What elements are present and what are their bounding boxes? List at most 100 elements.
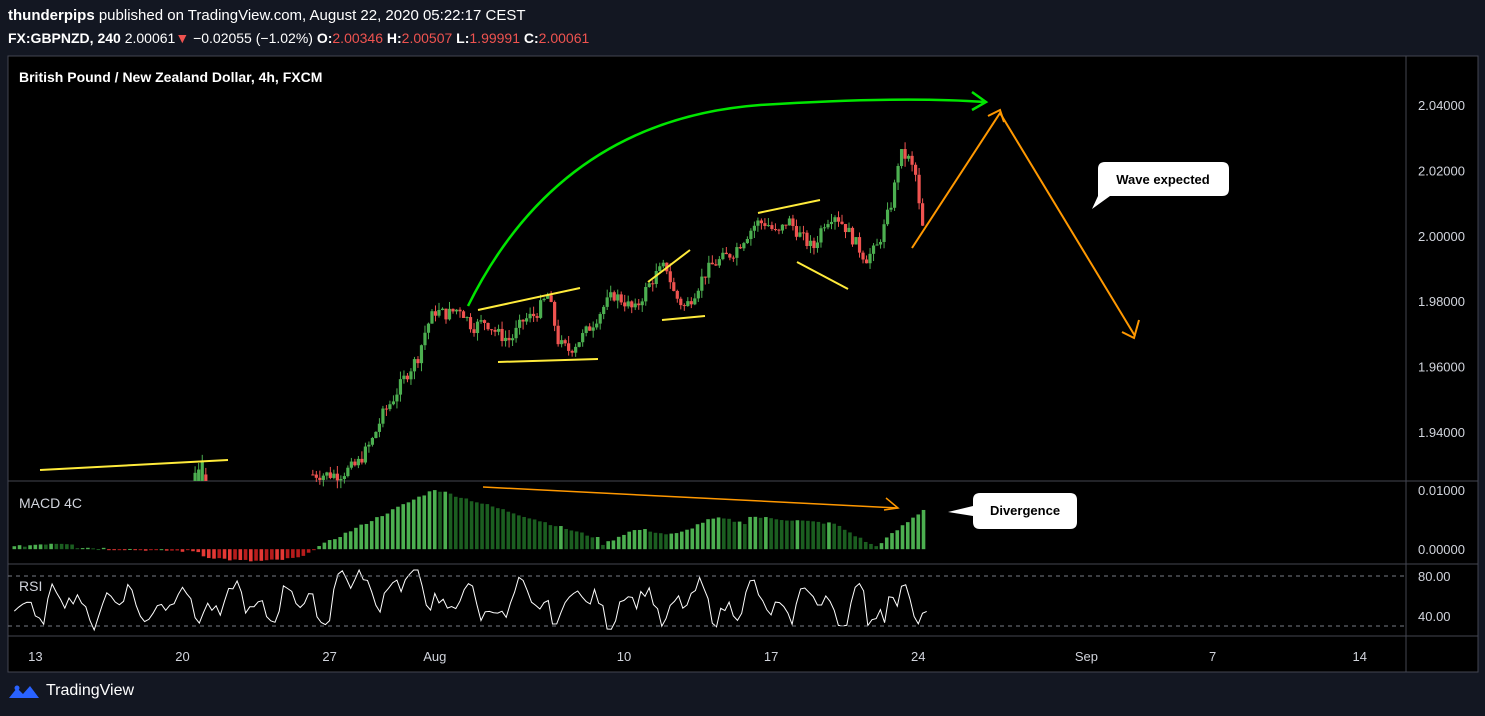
candle-body: [847, 227, 851, 233]
candle-body: [913, 164, 918, 175]
close-label: C:: [523, 30, 539, 46]
candle-body: [668, 271, 672, 283]
candle-body: [672, 282, 676, 291]
macd-bar: [506, 511, 511, 550]
macd-bar: [91, 548, 95, 550]
price-tick-label: 1.96000: [1418, 360, 1465, 375]
candle-body: [689, 301, 693, 305]
candle-body: [756, 220, 760, 226]
macd-bar: [890, 533, 894, 550]
candle-body: [602, 306, 606, 315]
candle-body: [801, 232, 806, 234]
macd-bar: [606, 541, 610, 550]
candle-body: [921, 203, 925, 226]
candle-body: [584, 326, 588, 334]
macd-bar: [916, 514, 921, 550]
price-tick-label: 1.98000: [1418, 294, 1465, 309]
candle-body: [514, 327, 518, 339]
macd-bar: [522, 516, 526, 550]
candle-body: [826, 224, 830, 228]
footer-brand[interactable]: TradingView: [8, 682, 134, 700]
macd-bar: [590, 537, 595, 550]
candle-body: [619, 294, 623, 303]
macd-bar: [580, 532, 584, 550]
macd-bar: [159, 549, 164, 551]
candle-body: [542, 298, 546, 301]
macd-bar: [143, 549, 148, 551]
candle-body: [903, 149, 907, 159]
candle-body: [465, 317, 469, 319]
macd-bar: [900, 525, 905, 550]
macd-bar: [753, 516, 758, 550]
macd-bar: [848, 532, 852, 550]
candle-body: [661, 262, 665, 267]
macd-bar: [532, 519, 537, 550]
macd-bar: [716, 517, 721, 550]
macd-bar: [564, 529, 568, 550]
candle-body: [878, 241, 883, 245]
candle-body: [458, 309, 462, 312]
macd-bar: [280, 549, 285, 560]
candle-body: [721, 252, 725, 260]
candle-body: [773, 228, 778, 230]
macd-bar: [637, 529, 642, 550]
macd-bar: [369, 521, 374, 550]
macd-bar: [695, 524, 700, 550]
macd-bar: [201, 549, 206, 557]
macd-bar: [574, 531, 579, 550]
candle-body: [829, 221, 834, 225]
macd-bar: [364, 523, 369, 550]
high-value: 2.00507: [401, 30, 453, 46]
macd-bar: [33, 544, 38, 550]
candle-body: [581, 333, 585, 343]
macd-bar: [758, 517, 763, 550]
candle-body: [328, 472, 332, 478]
macd-bar: [80, 548, 85, 550]
candle-body: [906, 155, 911, 159]
macd-bar: [44, 544, 48, 550]
time-tick-label: 24: [911, 649, 925, 664]
candle-body: [745, 239, 749, 244]
macd-bar: [884, 537, 889, 550]
author-name[interactable]: thunderpips: [8, 7, 95, 24]
macd-bar: [616, 536, 621, 550]
candle-body: [447, 308, 452, 320]
macd-bar: [527, 518, 532, 550]
candle-body: [591, 327, 595, 331]
macd-bar: [49, 543, 53, 550]
macd-bar: [333, 539, 337, 550]
macd-bar: [206, 549, 211, 559]
candle-body: [840, 221, 844, 224]
candle-body: [539, 300, 543, 318]
candle-body: [857, 237, 862, 253]
candle-body: [423, 332, 427, 346]
candle-body: [626, 301, 630, 307]
macd-bar: [322, 542, 327, 550]
candle-body: [521, 319, 525, 322]
yellow-channel-top-2: [647, 249, 691, 283]
macd-bar: [737, 521, 742, 550]
candle-body: [819, 228, 823, 243]
macd-bar: [806, 520, 810, 550]
candle-body: [374, 431, 378, 438]
candle-body: [395, 394, 399, 402]
candle-body: [419, 345, 424, 364]
macd-bar: [59, 543, 64, 550]
macd-bar: [453, 496, 458, 550]
macd-bar: [296, 549, 300, 558]
candle-body: [875, 244, 879, 246]
macd-bar: [327, 540, 332, 550]
macd-bar: [448, 493, 453, 550]
candle-body: [311, 474, 315, 476]
macd-bar: [185, 549, 190, 551]
macd-bar: [233, 549, 237, 560]
candle-body: [714, 264, 718, 266]
candle-body: [595, 323, 599, 328]
low-label: L:: [456, 30, 470, 46]
yellow-channel-top-3: [757, 199, 821, 214]
macd-bar: [800, 520, 805, 550]
macd-bar: [464, 498, 469, 550]
macd-bar: [622, 534, 626, 550]
time-tick-label: Sep: [1075, 649, 1098, 664]
